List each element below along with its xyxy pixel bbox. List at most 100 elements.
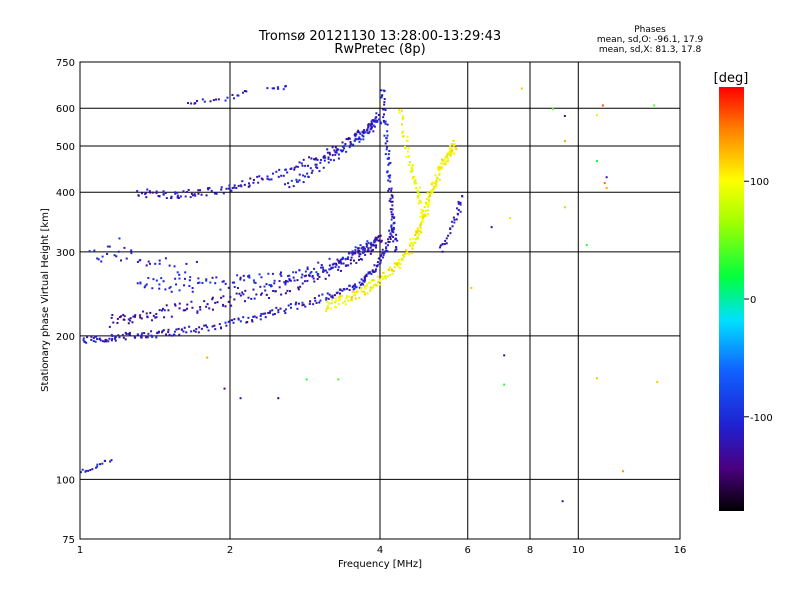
data-point	[417, 233, 420, 236]
data-point	[461, 195, 464, 198]
data-point	[304, 175, 307, 178]
data-point	[251, 320, 254, 323]
data-point	[170, 195, 173, 198]
data-point	[389, 208, 392, 211]
data-point	[289, 306, 292, 309]
data-point	[206, 303, 209, 306]
x-axis-ticks: 1 2 4 6 8 10 16	[77, 545, 687, 556]
data-point	[330, 295, 333, 298]
data-point	[214, 301, 217, 304]
data-point	[279, 273, 282, 276]
data-point	[302, 158, 305, 161]
data-point	[150, 330, 153, 333]
data-point	[374, 270, 377, 273]
data-point	[400, 257, 403, 260]
data-point	[339, 258, 342, 261]
data-point	[272, 172, 275, 175]
data-point	[415, 182, 418, 185]
data-point	[414, 238, 417, 241]
data-point	[133, 336, 136, 339]
data-point	[339, 149, 342, 152]
data-point	[306, 172, 309, 175]
data-point	[161, 331, 164, 334]
data-point	[375, 116, 378, 119]
data-point	[447, 157, 450, 160]
data-point	[429, 192, 432, 195]
data-point	[351, 286, 354, 289]
data-point	[371, 119, 374, 122]
data-point	[363, 278, 366, 281]
data-point	[456, 207, 459, 210]
data-point	[388, 187, 391, 190]
data-point	[224, 321, 227, 324]
data-point	[286, 171, 289, 174]
data-point	[240, 185, 243, 188]
data-point	[313, 280, 316, 283]
data-point	[365, 273, 368, 276]
data-point	[90, 335, 93, 338]
data-point	[220, 296, 223, 299]
x-axis-label: Frequency [MHz]	[338, 559, 422, 570]
data-point	[113, 254, 116, 257]
data-point	[353, 291, 356, 294]
data-point	[239, 294, 242, 297]
data-point	[382, 119, 385, 122]
data-point	[224, 305, 227, 308]
data-point	[449, 154, 452, 157]
data-point	[420, 231, 423, 234]
y-tick-label: 200	[56, 332, 75, 343]
data-point	[421, 216, 424, 219]
data-point	[179, 195, 182, 198]
data-point	[110, 339, 113, 342]
data-point	[449, 150, 452, 153]
data-point	[252, 178, 255, 181]
data-point	[371, 244, 374, 247]
data-point	[142, 310, 145, 313]
data-point	[356, 131, 359, 134]
data-point	[401, 123, 404, 126]
data-point	[369, 252, 372, 255]
data-point	[306, 279, 309, 282]
data-point	[208, 307, 211, 310]
data-point	[444, 155, 447, 158]
data-point	[335, 151, 338, 154]
data-point	[362, 251, 365, 254]
data-point	[398, 258, 401, 261]
data-point	[316, 274, 319, 277]
data-point	[327, 306, 330, 309]
data-point	[288, 274, 291, 277]
data-point	[656, 381, 659, 384]
data-point	[225, 187, 228, 190]
data-point	[446, 152, 449, 155]
data-point	[417, 202, 420, 205]
data-point	[341, 289, 344, 292]
data-point	[211, 296, 214, 299]
data-point	[145, 191, 148, 194]
data-point	[103, 340, 106, 343]
data-point	[248, 274, 251, 277]
data-point	[365, 275, 368, 278]
data-point	[357, 247, 360, 250]
data-point	[433, 186, 436, 189]
data-point	[369, 246, 372, 249]
y-tick-label: 75	[62, 535, 75, 546]
data-point	[152, 278, 155, 281]
data-point	[241, 180, 244, 183]
data-point	[125, 257, 128, 260]
data-point	[451, 149, 454, 152]
data-point	[503, 354, 506, 357]
data-point	[170, 315, 173, 318]
data-point	[196, 99, 199, 102]
data-point	[325, 309, 328, 312]
data-point	[335, 262, 338, 265]
data-point	[352, 143, 355, 146]
data-point	[351, 250, 354, 253]
data-point	[408, 155, 411, 158]
data-point	[386, 134, 389, 137]
data-point	[415, 187, 418, 190]
phases-x-stats: mean, sd,X: 81.3, 17.8	[599, 45, 702, 55]
data-point	[339, 261, 342, 264]
data-point	[280, 293, 283, 296]
data-point	[259, 318, 262, 321]
data-point	[383, 121, 386, 124]
